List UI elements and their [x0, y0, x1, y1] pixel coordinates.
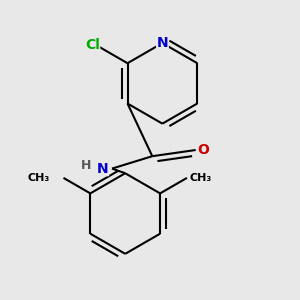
- Text: N: N: [157, 36, 168, 50]
- Text: O: O: [197, 143, 209, 157]
- Text: CH₃: CH₃: [27, 173, 50, 183]
- Text: H: H: [80, 159, 91, 172]
- Text: N: N: [97, 162, 109, 176]
- Text: CH₃: CH₃: [190, 173, 212, 183]
- Text: Cl: Cl: [85, 38, 100, 52]
